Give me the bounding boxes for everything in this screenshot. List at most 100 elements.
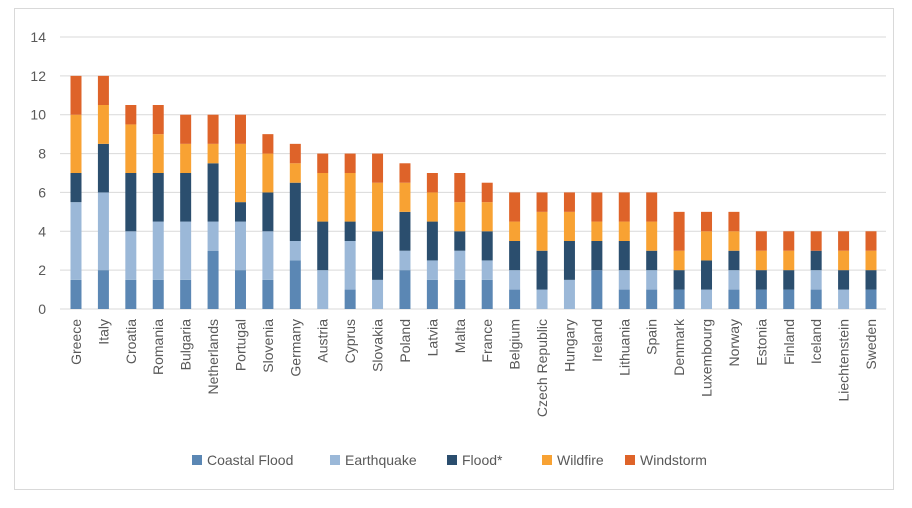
x-tick-label: Iceland [808, 319, 824, 364]
bar-segment-windstorm [755, 231, 767, 251]
bar-segment-wildfire [234, 143, 246, 203]
bar-segment-coastal-flood [755, 289, 767, 309]
bar-segment-flood [701, 260, 713, 290]
bar-segment-wildfire [399, 182, 411, 212]
x-tick-label: Denmark [671, 318, 687, 376]
bar-segment-windstorm [180, 114, 192, 144]
bars [70, 75, 877, 309]
bar-segment-earthquake [289, 241, 301, 261]
bar-segment-flood [865, 270, 877, 290]
bar-segment-coastal-flood [399, 270, 411, 309]
y-tick-label: 10 [30, 107, 46, 123]
bar-segment-earthquake [563, 279, 575, 309]
bar-segment-coastal-flood [618, 289, 630, 309]
legend-item: Windstorm [625, 452, 707, 468]
bar-segment-wildfire [372, 182, 384, 232]
bar-segment-flood [536, 250, 548, 290]
x-tick-label: Luxembourg [699, 319, 715, 397]
x-tick-label: Spain [644, 319, 660, 355]
bar-segment-flood [728, 250, 740, 271]
bar-segment-wildfire [865, 250, 877, 271]
bar-segment-flood [262, 192, 274, 232]
bar-segment-flood [509, 241, 521, 271]
bar-segment-coastal-flood [454, 279, 466, 309]
bar-segment-coastal-flood [289, 260, 301, 309]
bar-segment-windstorm [591, 192, 603, 222]
bar-segment-earthquake [454, 250, 466, 280]
bar-segment-windstorm [481, 182, 493, 203]
bar-segment-windstorm [317, 153, 329, 173]
bar-segment-flood [399, 211, 411, 251]
bar-segment-flood [755, 270, 767, 290]
bar-segment-coastal-flood [180, 279, 192, 309]
bar-segment-coastal-flood [234, 270, 246, 309]
bar-segment-windstorm [207, 114, 219, 144]
y-tick-label: 12 [30, 68, 46, 84]
bar-segment-coastal-flood [344, 289, 356, 309]
bar-segment-wildfire [344, 173, 356, 222]
x-tick-label: Latvia [424, 319, 440, 357]
legend-item: Wildfire [542, 452, 604, 468]
bar-segment-earthquake [728, 270, 740, 290]
bar-segment-flood [317, 221, 329, 271]
bar-segment-coastal-flood [810, 289, 822, 309]
bar-segment-wildfire [783, 250, 795, 271]
x-tick-label: Romania [150, 319, 166, 375]
bar-segment-wildfire [70, 114, 82, 173]
bar-segment-earthquake [152, 221, 164, 280]
x-tick-label: Slovenia [260, 319, 276, 373]
x-tick-label: Sweden [863, 319, 879, 370]
bar-segment-windstorm [344, 153, 356, 173]
x-tick-label: Portugal [232, 319, 248, 371]
bar-segment-coastal-flood [646, 289, 658, 309]
bar-segment-earthquake [536, 289, 548, 309]
bar-segment-wildfire [536, 211, 548, 251]
bar-segment-windstorm [289, 143, 301, 164]
y-tick-label: 14 [30, 29, 46, 45]
legend: Coastal Flood Earthquake Flood* Wildfire Win… [192, 452, 707, 468]
bar-segment-earthquake [344, 241, 356, 290]
bar-segment-wildfire [509, 221, 521, 241]
x-tick-label: Lithuania [616, 319, 632, 376]
gridlines [60, 36, 886, 310]
x-tick-label: Germany [287, 319, 303, 377]
bar-segment-windstorm [125, 105, 137, 125]
bar-segment-coastal-flood [481, 279, 493, 309]
bar-segment-wildfire [207, 143, 219, 164]
bar-segment-earthquake [262, 231, 274, 280]
x-tick-label: Netherlands [205, 319, 221, 395]
bar-segment-flood [563, 241, 575, 280]
bar-segment-wildfire [701, 231, 713, 261]
bar-segment-flood [454, 231, 466, 251]
legend-swatch [330, 455, 340, 465]
legend-item: Coastal Flood [192, 452, 293, 468]
bar-segment-wildfire [728, 231, 740, 251]
bar-segment-earthquake [399, 250, 411, 271]
x-tick-label: Greece [68, 319, 84, 365]
bar-segment-coastal-flood [728, 289, 740, 309]
y-tick-label: 4 [38, 223, 46, 239]
bar-segment-windstorm [372, 153, 384, 183]
bar-segment-earthquake [701, 289, 713, 309]
bar-segment-windstorm [234, 114, 246, 144]
x-tick-label: France [479, 319, 495, 363]
bar-segment-flood [426, 221, 438, 261]
bar-segment-wildfire [646, 221, 658, 251]
bar-segment-flood [810, 250, 822, 271]
bar-segment-wildfire [755, 250, 767, 271]
bar-segment-windstorm [646, 192, 658, 222]
legend-label: Wildfire [557, 452, 604, 468]
bar-segment-flood [783, 270, 795, 290]
bar-segment-flood [180, 173, 192, 222]
x-tick-label: Malta [452, 319, 468, 353]
bar-segment-wildfire [454, 202, 466, 232]
x-tick-label: Slovakia [370, 319, 386, 372]
bar-segment-windstorm [426, 173, 438, 193]
bar-segment-earthquake [70, 202, 82, 280]
bar-segment-coastal-flood [97, 270, 109, 309]
bar-segment-earthquake [481, 260, 493, 280]
y-tick-label: 6 [38, 184, 46, 200]
bar-segment-wildfire [426, 192, 438, 222]
bar-segment-windstorm [701, 211, 713, 232]
